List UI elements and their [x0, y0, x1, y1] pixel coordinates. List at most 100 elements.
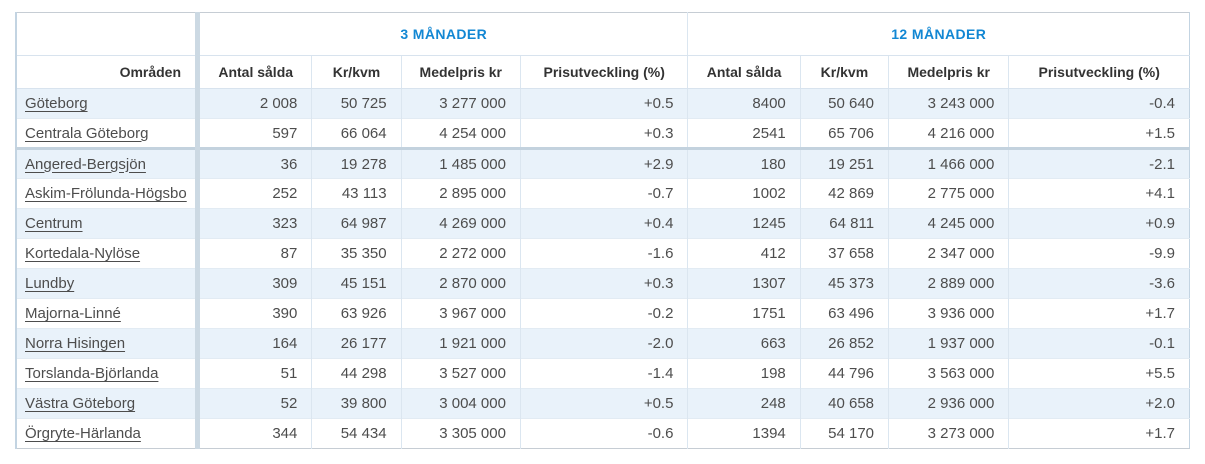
- krkvm-3m-cell: 54 434: [311, 418, 402, 449]
- col-header-antal-salda-12m: Antal sålda: [687, 55, 801, 89]
- col-header-antal-salda-3m: Antal sålda: [197, 55, 312, 89]
- col-header-krkvm-12m: Kr/kvm: [799, 55, 889, 89]
- blank-corner-cell: [16, 12, 201, 56]
- medelpris-3m-cell: 1 921 000: [400, 328, 521, 359]
- table-row: Torslanda-Björlanda 51 44 298 3 527 000 …: [16, 358, 1190, 389]
- krkvm-12m-cell: 42 869: [799, 178, 889, 209]
- table-row: Västra Göteborg 52 39 800 3 004 000 +0.5…: [16, 388, 1190, 419]
- area-link[interactable]: Västra Göteborg: [25, 395, 136, 412]
- krkvm-3m-cell: 63 926: [311, 298, 402, 329]
- area-link[interactable]: Kortedala-Nylöse: [25, 245, 141, 262]
- krkvm-12m-cell: 54 170: [799, 418, 889, 449]
- table-row: Centrum 323 64 987 4 269 000 +0.4 1245 6…: [16, 208, 1190, 239]
- table-row: Norra Hisingen 164 26 177 1 921 000 -2.0…: [16, 328, 1190, 359]
- antal-salda-12m-cell: 1002: [687, 178, 801, 209]
- group-header-3-months: 3 MÅNADER: [197, 12, 688, 56]
- prisutveckling-3m-cell: +0.5: [519, 88, 688, 119]
- antal-salda-12m-cell: 1245: [687, 208, 801, 239]
- medelpris-12m-cell: 3 936 000: [888, 298, 1009, 329]
- antal-salda-12m-cell: 8400: [687, 88, 801, 119]
- col-header-areas: Områden: [16, 55, 201, 89]
- krkvm-3m-cell: 43 113: [311, 178, 402, 209]
- krkvm-3m-cell: 45 151: [311, 268, 402, 299]
- prisutveckling-12m-cell: +5.5: [1008, 358, 1190, 389]
- medelpris-12m-cell: 2 347 000: [888, 238, 1009, 269]
- prisutveckling-12m-cell: -2.1: [1008, 147, 1190, 179]
- prisutveckling-12m-cell: +1.5: [1008, 118, 1190, 149]
- group-header-12-months: 12 MÅNADER: [687, 12, 1190, 56]
- medelpris-12m-cell: 2 936 000: [888, 388, 1009, 419]
- prisutveckling-3m-cell: +2.9: [519, 147, 688, 179]
- krkvm-12m-cell: 40 658: [799, 388, 889, 419]
- antal-salda-3m-cell: 51: [197, 358, 312, 389]
- area-name-cell: Västra Göteborg: [16, 388, 201, 419]
- krkvm-3m-cell: 35 350: [311, 238, 402, 269]
- table-row: Kortedala-Nylöse 87 35 350 2 272 000 -1.…: [16, 238, 1190, 269]
- medelpris-12m-cell: 3 243 000: [888, 88, 1009, 119]
- prisutveckling-12m-cell: -0.4: [1008, 88, 1190, 119]
- area-name-cell: Norra Hisingen: [16, 328, 201, 359]
- area-link[interactable]: Angered-Bergsjön: [25, 155, 146, 173]
- krkvm-12m-cell: 65 706: [799, 118, 889, 149]
- area-link[interactable]: Majorna-Linné: [25, 305, 121, 322]
- area-name-cell: Centrum: [16, 208, 201, 239]
- col-header-medelpris-3m: Medelpris kr: [400, 55, 521, 89]
- krkvm-12m-cell: 63 496: [799, 298, 889, 329]
- table-row: Göteborg 2 008 50 725 3 277 000 +0.5 840…: [16, 88, 1190, 119]
- table-body: Göteborg 2 008 50 725 3 277 000 +0.5 840…: [16, 88, 1190, 449]
- housing-price-table: 3 MÅNADER 12 MÅNADER Områden Antal sålda…: [15, 12, 1190, 449]
- medelpris-12m-cell: 1 466 000: [888, 147, 1009, 179]
- krkvm-3m-cell: 64 987: [311, 208, 402, 239]
- prisutveckling-3m-cell: -0.6: [519, 418, 688, 449]
- area-name-cell: Örgryte-Härlanda: [16, 418, 201, 449]
- antal-salda-12m-cell: 198: [687, 358, 801, 389]
- table-header: 3 MÅNADER 12 MÅNADER Områden Antal sålda…: [16, 12, 1190, 89]
- prisutveckling-3m-cell: +0.3: [519, 118, 688, 149]
- antal-salda-3m-cell: 87: [197, 238, 312, 269]
- prisutveckling-3m-cell: -1.6: [519, 238, 688, 269]
- krkvm-12m-cell: 37 658: [799, 238, 889, 269]
- medelpris-3m-cell: 3 277 000: [400, 88, 521, 119]
- area-name-cell: Angered-Bergsjön: [16, 147, 201, 179]
- antal-salda-3m-cell: 309: [197, 268, 312, 299]
- area-link[interactable]: Göteborg: [25, 95, 88, 112]
- area-name-cell: Askim-Frölunda-Högsbo: [16, 178, 201, 209]
- krkvm-3m-cell: 66 064: [311, 118, 402, 149]
- prisutveckling-3m-cell: -0.7: [519, 178, 688, 209]
- prisutveckling-3m-cell: -2.0: [519, 328, 688, 359]
- area-link[interactable]: Askim-Frölunda-Högsbo: [25, 185, 187, 202]
- area-link[interactable]: Centrala Göteborg: [25, 124, 149, 142]
- antal-salda-12m-cell: 180: [687, 147, 801, 179]
- area-name-cell: Centrala Göteborg: [16, 118, 201, 149]
- area-link[interactable]: Örgryte-Härlanda: [25, 425, 141, 442]
- area-name-cell: Majorna-Linné: [16, 298, 201, 329]
- prisutveckling-3m-cell: -1.4: [519, 358, 688, 389]
- area-link[interactable]: Lundby: [25, 275, 75, 292]
- medelpris-3m-cell: 2 870 000: [400, 268, 521, 299]
- medelpris-3m-cell: 2 895 000: [400, 178, 521, 209]
- antal-salda-12m-cell: 412: [687, 238, 801, 269]
- krkvm-12m-cell: 19 251: [799, 147, 889, 179]
- prisutveckling-12m-cell: +0.9: [1008, 208, 1190, 239]
- area-link[interactable]: Centrum: [25, 215, 83, 232]
- antal-salda-3m-cell: 252: [197, 178, 312, 209]
- medelpris-3m-cell: 3 967 000: [400, 298, 521, 329]
- medelpris-3m-cell: 1 485 000: [400, 147, 521, 179]
- antal-salda-3m-cell: 323: [197, 208, 312, 239]
- area-link[interactable]: Norra Hisingen: [25, 335, 126, 352]
- table-row: Majorna-Linné 390 63 926 3 967 000 -0.2 …: [16, 298, 1190, 329]
- table-row: Örgryte-Härlanda 344 54 434 3 305 000 -0…: [16, 418, 1190, 449]
- column-header-row: Områden Antal sålda Kr/kvm Medelpris kr …: [16, 55, 1190, 89]
- table-row: Lundby 309 45 151 2 870 000 +0.3 1307 45…: [16, 268, 1190, 299]
- antal-salda-3m-cell: 597: [197, 118, 312, 149]
- medelpris-3m-cell: 4 254 000: [400, 118, 521, 149]
- prisutveckling-3m-cell: +0.3: [519, 268, 688, 299]
- area-link[interactable]: Torslanda-Björlanda: [25, 365, 159, 382]
- antal-salda-3m-cell: 52: [197, 388, 312, 419]
- antal-salda-3m-cell: 2 008: [197, 88, 312, 119]
- antal-salda-3m-cell: 36: [197, 147, 312, 179]
- krkvm-12m-cell: 64 811: [799, 208, 889, 239]
- antal-salda-12m-cell: 1394: [687, 418, 801, 449]
- medelpris-3m-cell: 3 305 000: [400, 418, 521, 449]
